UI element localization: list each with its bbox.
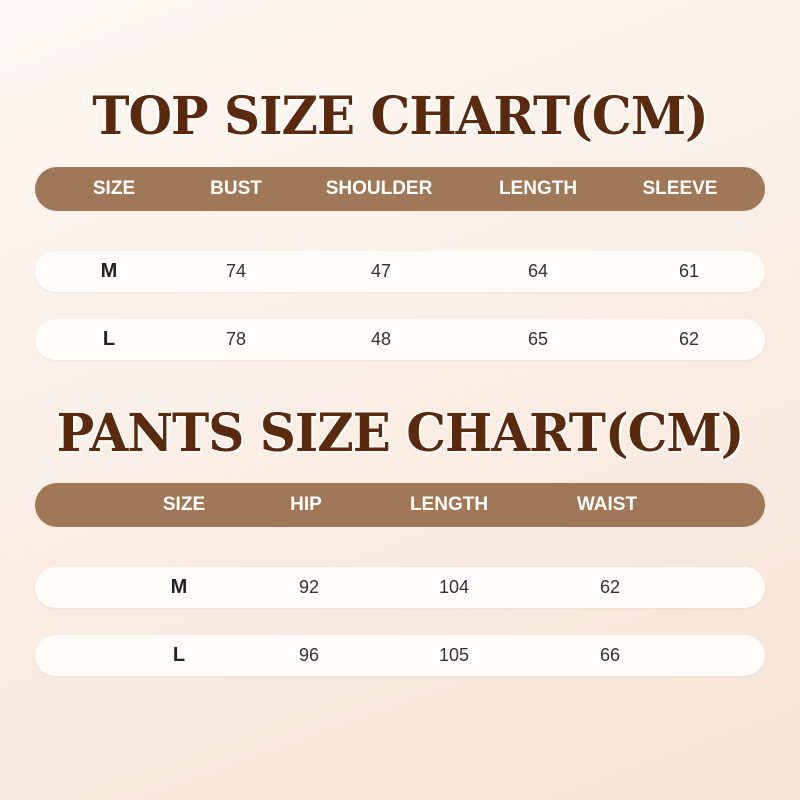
header-cell: HIP (290, 494, 322, 515)
pants-chart-title: PANTS SIZE CHART(CM) (56, 401, 745, 464)
header-cell: LENGTH (409, 494, 489, 515)
table-cell: 61 (678, 261, 700, 281)
table-cell: 92 (298, 577, 320, 597)
table-cell: 62 (678, 329, 700, 349)
top-chart-title: TOP SIZE CHART(CM) (92, 84, 708, 147)
table-cell: 47 (370, 261, 392, 281)
header-cell: WAIST (576, 494, 638, 515)
size-cell: M (100, 260, 118, 282)
table-cell: 78 (225, 329, 247, 349)
table-cell: 62 (599, 577, 621, 597)
header-cell: BUST (210, 178, 262, 199)
table-row: M 92 104 62 (35, 567, 765, 608)
top-header-row: SIZE BUST SHOULDER LENGTH SLEEVE (35, 167, 765, 211)
header-cell: SHOULDER (325, 178, 433, 199)
header-cell: LENGTH (498, 178, 578, 199)
table-row: M 74 47 64 61 (35, 251, 765, 292)
pants-header-row: SIZE HIP LENGTH WAIST (35, 483, 765, 527)
header-cell: SIZE (92, 178, 136, 199)
table-cell: 74 (225, 261, 247, 281)
table-row: L 96 105 66 (35, 635, 765, 676)
table-row: L 78 48 65 62 (35, 319, 765, 360)
table-cell: 104 (438, 577, 470, 597)
table-cell: 65 (527, 329, 549, 349)
header-cell: SLEEVE (642, 178, 718, 199)
table-cell: 64 (527, 261, 549, 281)
size-cell: L (172, 644, 186, 666)
header-cell: SIZE (162, 494, 206, 515)
table-cell: 96 (298, 645, 320, 665)
table-cell: 66 (599, 645, 621, 665)
table-cell: 105 (438, 645, 470, 665)
size-cell: M (170, 576, 188, 598)
size-cell: L (102, 328, 116, 350)
table-cell: 48 (370, 329, 392, 349)
